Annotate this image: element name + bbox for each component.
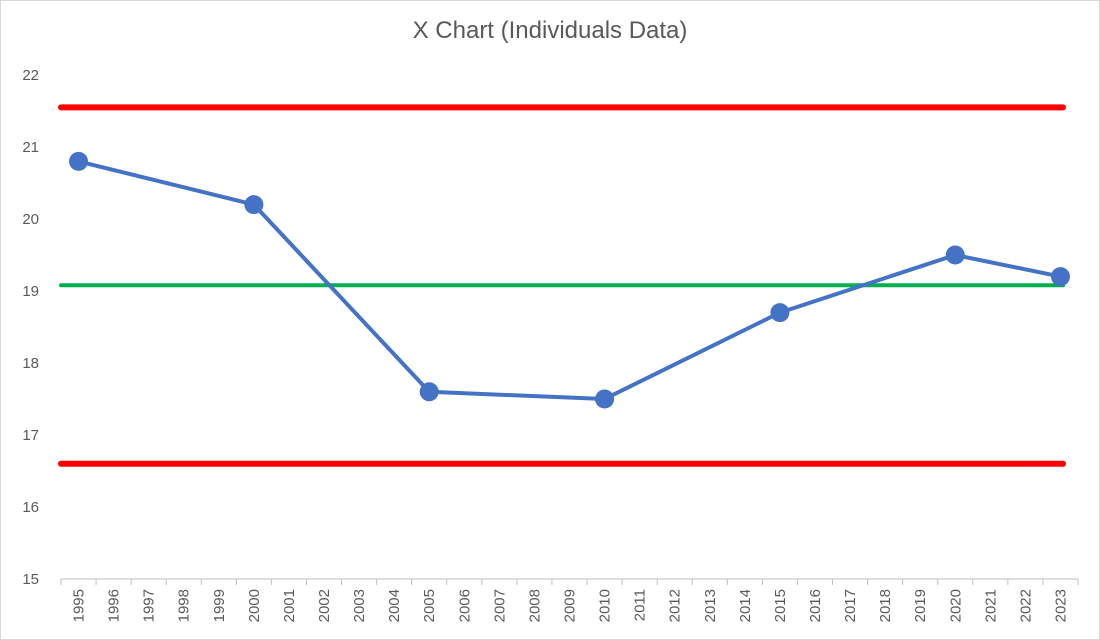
x-tick-label: 2003 [351, 589, 368, 622]
x-tick-label: 2004 [386, 589, 403, 622]
x-tick-label: 2021 [982, 589, 999, 622]
y-tick-label: 17 [22, 427, 39, 444]
x-tick-label: 2000 [246, 589, 263, 622]
x-tick-label: 1998 [176, 589, 193, 622]
x-tick-label: 1996 [106, 589, 123, 622]
data-point [419, 382, 439, 402]
x-tick-label: 2007 [491, 589, 508, 622]
data-point [595, 389, 615, 409]
y-tick-label: 15 [22, 571, 39, 588]
x-tick-label: 2012 [667, 589, 684, 622]
x-tick-label: 2020 [947, 589, 964, 622]
y-tick-label: 18 [22, 355, 39, 372]
x-tick-label: 2005 [421, 589, 438, 622]
x-tick-label: 2013 [702, 589, 719, 622]
x-tick-label: 2022 [1017, 589, 1034, 622]
series-line [78, 159, 1061, 401]
x-tick-label: 2008 [526, 589, 543, 622]
y-tick-label: 22 [22, 67, 39, 84]
x-tick-label: 2014 [737, 589, 754, 622]
x-tick-label: 2006 [456, 589, 473, 622]
y-tick-label: 19 [22, 283, 39, 300]
data-point [1050, 267, 1070, 287]
x-tick-label: 2001 [281, 589, 298, 622]
x-tick-label: 2010 [597, 589, 614, 622]
x-tick-label: 2015 [772, 589, 789, 622]
x-tick-label: 2019 [912, 589, 929, 622]
data-point [244, 195, 264, 215]
x-tick-label: 1999 [211, 589, 228, 622]
x-tick-label: 1997 [141, 589, 158, 622]
y-tick-label: 16 [22, 499, 39, 516]
chart-title: X Chart (Individuals Data) [412, 17, 688, 44]
x-tick-label: 2016 [807, 589, 824, 622]
x-tick-label: 2018 [877, 589, 894, 622]
data-point [69, 151, 89, 171]
x-tick-label: 2002 [316, 589, 333, 622]
data-point [945, 245, 965, 265]
x-tick-label: 2009 [562, 589, 579, 622]
x-tick-label: 2023 [1052, 589, 1069, 622]
x-tick-label: 2017 [842, 589, 859, 622]
y-tick-label: 20 [22, 211, 39, 228]
data-point [770, 303, 790, 323]
x-tick-label: 1995 [71, 589, 88, 622]
y-tick-label: 21 [22, 139, 39, 156]
x-tick-label: 2011 [632, 589, 649, 621]
